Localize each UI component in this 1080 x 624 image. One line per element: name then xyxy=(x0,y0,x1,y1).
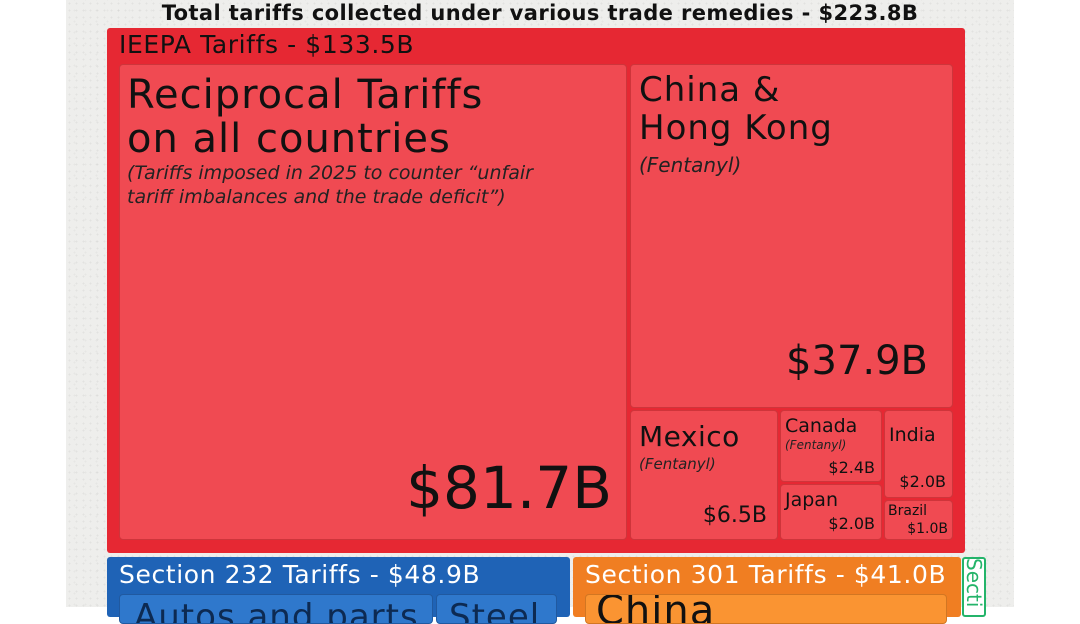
cell-china-301: China xyxy=(585,594,947,624)
cell-label-autos: Autos and parts xyxy=(134,597,419,624)
cell-label-brazil: Brazil xyxy=(888,503,928,519)
cell-canada: Canada (Fentanyl) $2.4B xyxy=(780,410,882,482)
cell-value-reciprocal: $81.7B xyxy=(406,454,612,522)
cell-india: India $2.0B xyxy=(884,410,953,498)
cell-label-canada: Canada xyxy=(785,415,858,437)
group-header-section-201: Section 201 xyxy=(963,558,985,608)
treemap: IEEPA Tariffs - $133.5B Reciprocal Tarif… xyxy=(107,28,986,624)
cell-steel: Steel xyxy=(436,594,557,624)
cell-mexico: Mexico (Fentanyl) $6.5B xyxy=(630,410,778,540)
group-header-section-301: Section 301 Tariffs - $41.0B xyxy=(585,560,947,589)
cell-brazil: Brazil $1.0B xyxy=(884,500,953,540)
cell-label-china-line1: China & xyxy=(639,70,781,110)
cell-label-china-line2: Hong Kong xyxy=(639,108,833,148)
cell-value-china: $37.9B xyxy=(786,338,928,384)
cell-note-canada: (Fentanyl) xyxy=(785,438,847,452)
cell-value-brazil: $1.0B xyxy=(907,521,948,537)
group-header-ieepa: IEEPA Tariffs - $133.5B xyxy=(119,30,415,59)
cell-note-china: (Fentanyl) xyxy=(639,153,742,177)
cell-japan: Japan $2.0B xyxy=(780,484,882,540)
cell-label-reciprocal-line1: Reciprocal Tariffs xyxy=(127,72,484,118)
cell-label-china-301: China xyxy=(596,594,716,624)
group-header-section-232: Section 232 Tariffs - $48.9B xyxy=(119,560,481,589)
cell-value-mexico: $6.5B xyxy=(702,503,767,528)
cell-note-reciprocal-line1: (Tariffs imposed in 2025 to counter “unf… xyxy=(127,162,533,184)
cell-note-mexico: (Fentanyl) xyxy=(639,455,716,473)
cell-reciprocal-tariffs: Reciprocal Tariffs on all countries (Tar… xyxy=(119,64,627,540)
cell-label-india: India xyxy=(889,424,936,446)
cell-value-india: $2.0B xyxy=(899,472,946,491)
cell-label-japan: Japan xyxy=(785,489,838,511)
cell-value-canada: $2.4B xyxy=(828,458,875,477)
cell-value-japan: $2.0B xyxy=(828,514,875,533)
cell-label-reciprocal-line2: on all countries xyxy=(127,116,451,162)
cell-label-mexico: Mexico xyxy=(639,420,740,453)
chart-title: Total tariffs collected under various tr… xyxy=(161,1,919,25)
cell-label-steel: Steel xyxy=(449,597,541,624)
cell-note-reciprocal-line2: tariff imbalances and the trade deficit”… xyxy=(127,186,506,208)
cell-autos-and-parts: Autos and parts xyxy=(119,594,433,624)
cell-china-hong-kong: China & Hong Kong (Fentanyl) $37.9B xyxy=(630,64,953,408)
